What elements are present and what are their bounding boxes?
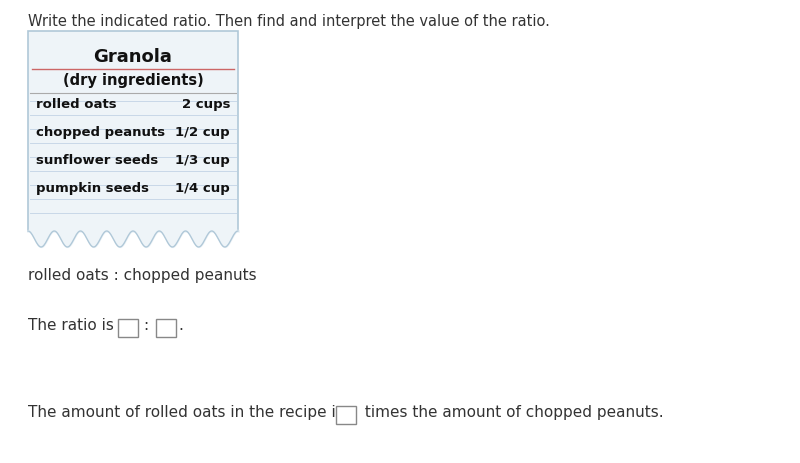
Text: chopped peanuts: chopped peanuts — [36, 126, 165, 139]
Text: The ratio is: The ratio is — [28, 317, 118, 332]
Text: 1/4 cup: 1/4 cup — [175, 181, 230, 194]
Text: Write the indicated ratio. Then find and interpret the value of the ratio.: Write the indicated ratio. Then find and… — [28, 14, 550, 29]
Bar — [118, 319, 138, 337]
Bar — [156, 319, 176, 337]
Text: sunflower seeds: sunflower seeds — [36, 154, 158, 167]
Text: times the amount of chopped peanuts.: times the amount of chopped peanuts. — [360, 404, 664, 419]
Text: (dry ingredients): (dry ingredients) — [62, 73, 203, 88]
Text: Granola: Granola — [94, 48, 173, 66]
Text: 1/3 cup: 1/3 cup — [175, 154, 230, 167]
Text: 2 cups: 2 cups — [182, 98, 230, 111]
Bar — [28, 32, 238, 232]
Text: pumpkin seeds: pumpkin seeds — [36, 181, 149, 194]
Text: rolled oats: rolled oats — [36, 98, 117, 111]
Bar — [336, 406, 356, 424]
Text: The amount of rolled oats in the recipe is: The amount of rolled oats in the recipe … — [28, 404, 344, 419]
Text: 1/2 cup: 1/2 cup — [175, 126, 230, 139]
Text: .: . — [178, 317, 183, 332]
Text: rolled oats : chopped peanuts: rolled oats : chopped peanuts — [28, 268, 257, 282]
Text: :: : — [143, 317, 148, 332]
